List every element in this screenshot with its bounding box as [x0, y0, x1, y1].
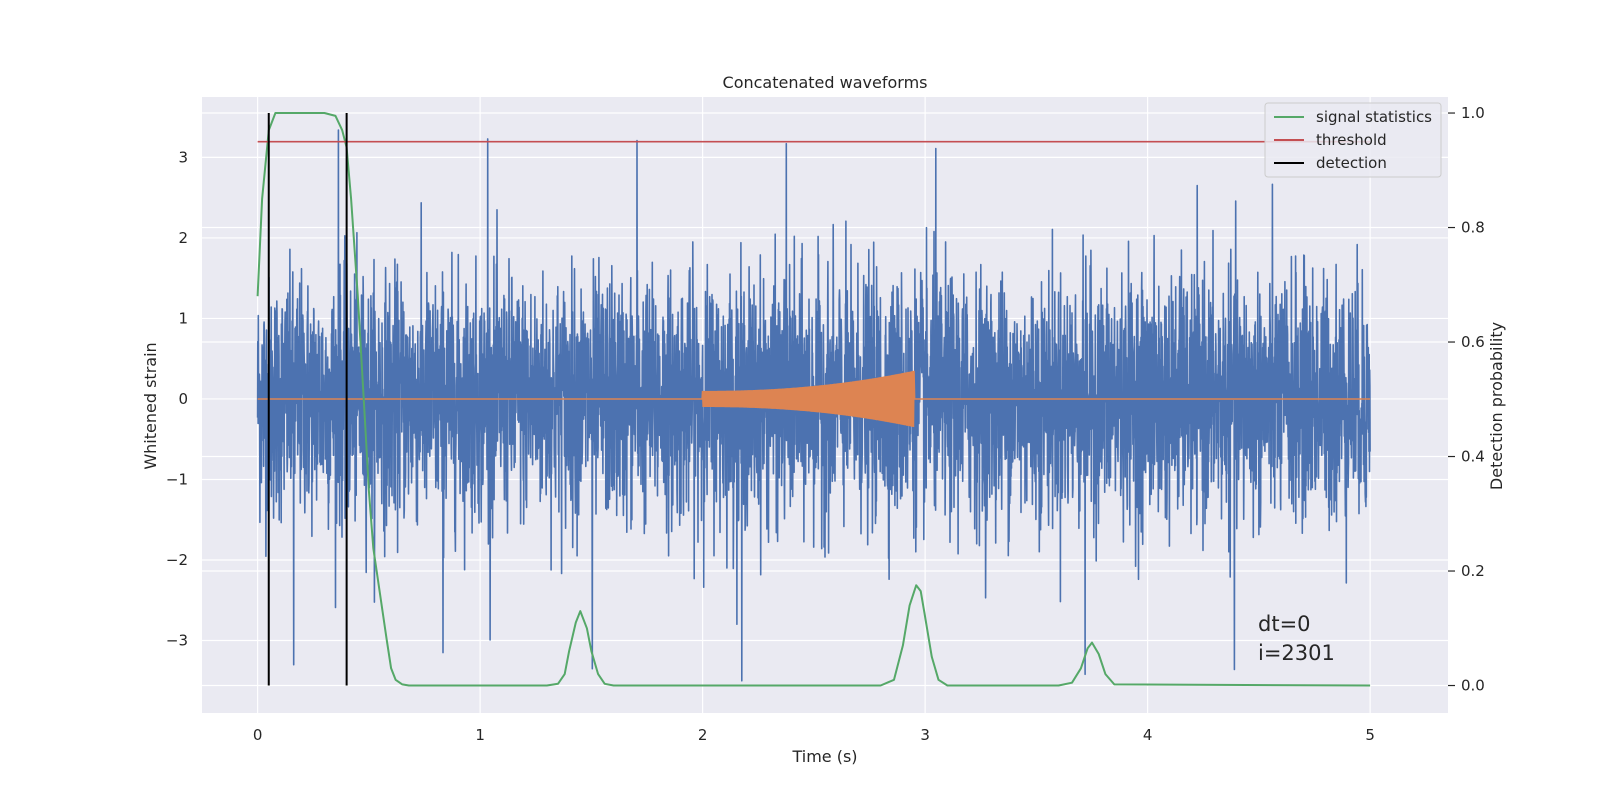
left-y-axis-label: Whitened strain	[141, 342, 160, 469]
left-y-tick-label: 3	[178, 148, 188, 166]
chirp-series	[257, 370, 1371, 428]
right-y-tick-label: 1.0	[1461, 104, 1485, 122]
legend-label-signal-statistics: signal statistics	[1316, 108, 1432, 126]
x-tick-label: 1	[475, 726, 485, 744]
left-y-tick-label: −1	[166, 470, 188, 488]
signal-statistics-line	[256, 112, 1371, 687]
legend-box	[1264, 102, 1442, 178]
left-y-axis-ticks: −3 −2 −1 0 1 2 3	[166, 148, 188, 649]
x-tick-label: 2	[698, 726, 708, 744]
legend-label-threshold: threshold	[1316, 131, 1387, 149]
legend: signal statistics threshold detection	[1264, 102, 1442, 178]
right-y-axis-ticks: 0.0 0.2 0.4 0.6 0.8 1.0	[1448, 104, 1485, 695]
right-y-tick-label: 0.8	[1461, 219, 1485, 237]
right-y-axis-label: Detection probability	[1487, 322, 1506, 490]
right-y-tick-label: 0.4	[1461, 448, 1485, 466]
left-y-tick-label: −2	[166, 551, 188, 569]
left-y-tick-label: −3	[166, 632, 188, 650]
legend-label-detection: detection	[1316, 154, 1387, 172]
x-axis-ticks: 0 1 2 3 4 5	[253, 726, 1375, 744]
detection-series	[267, 113, 348, 686]
chart-title: Concatenated waveforms	[723, 73, 928, 92]
x-tick-label: 5	[1365, 726, 1375, 744]
right-y-tick-label: 0.2	[1461, 562, 1485, 580]
right-y-tick-label: 0.0	[1461, 677, 1485, 695]
annotation-i: i=2301	[1258, 641, 1335, 665]
x-axis-label: Time (s)	[791, 747, 857, 766]
left-y-tick-label: 2	[178, 229, 188, 247]
left-y-tick-label: 0	[178, 390, 188, 408]
x-tick-label: 0	[253, 726, 263, 744]
x-tick-label: 3	[920, 726, 930, 744]
annotation-dt: dt=0	[1258, 612, 1311, 636]
chirp-line	[257, 370, 1371, 428]
left-y-tick-label: 1	[178, 309, 188, 327]
signal-statistics-series	[256, 112, 1371, 687]
x-tick-label: 4	[1143, 726, 1153, 744]
right-y-tick-label: 0.6	[1461, 333, 1485, 351]
